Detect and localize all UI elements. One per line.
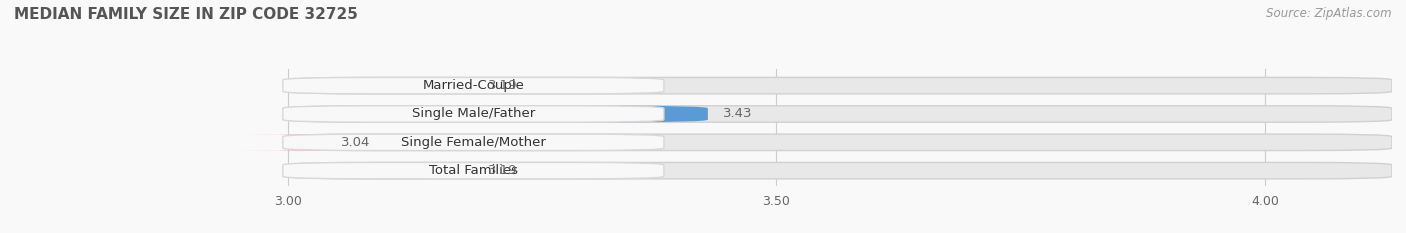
FancyBboxPatch shape <box>288 162 1392 179</box>
FancyBboxPatch shape <box>288 77 1392 94</box>
FancyBboxPatch shape <box>283 134 664 151</box>
Text: Source: ZipAtlas.com: Source: ZipAtlas.com <box>1267 7 1392 20</box>
Text: Single Male/Father: Single Male/Father <box>412 107 534 120</box>
FancyBboxPatch shape <box>239 134 375 151</box>
FancyBboxPatch shape <box>288 134 1392 151</box>
Text: 3.04: 3.04 <box>342 136 371 149</box>
Text: Total Families: Total Families <box>429 164 517 177</box>
FancyBboxPatch shape <box>288 106 1392 122</box>
Text: MEDIAN FAMILY SIZE IN ZIP CODE 32725: MEDIAN FAMILY SIZE IN ZIP CODE 32725 <box>14 7 359 22</box>
Text: 3.19: 3.19 <box>488 164 517 177</box>
FancyBboxPatch shape <box>283 162 664 179</box>
Text: Single Female/Mother: Single Female/Mother <box>401 136 546 149</box>
Text: Married-Couple: Married-Couple <box>422 79 524 92</box>
FancyBboxPatch shape <box>288 77 474 94</box>
FancyBboxPatch shape <box>288 106 707 122</box>
FancyBboxPatch shape <box>288 162 474 179</box>
Text: 3.19: 3.19 <box>488 79 517 92</box>
FancyBboxPatch shape <box>283 106 664 122</box>
FancyBboxPatch shape <box>283 77 664 94</box>
Text: 3.43: 3.43 <box>723 107 752 120</box>
